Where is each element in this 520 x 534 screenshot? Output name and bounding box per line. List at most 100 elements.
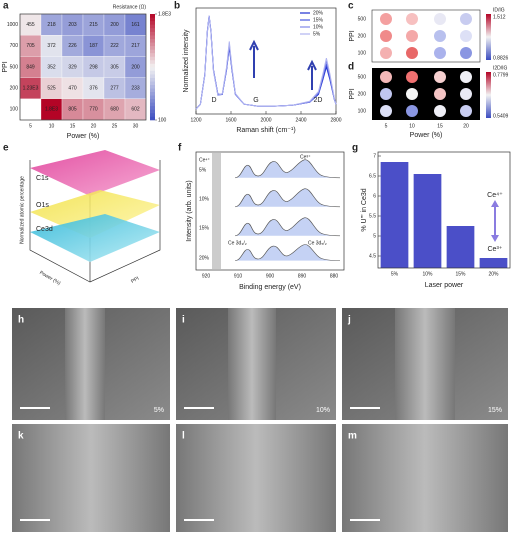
y-tick-label: 5 bbox=[373, 233, 376, 239]
colorbar-step bbox=[150, 91, 155, 96]
y-tick-label: 6.5 bbox=[369, 173, 376, 179]
colorbar-step bbox=[150, 56, 155, 61]
cell-label: 277 bbox=[110, 86, 119, 92]
cell-label: 525 bbox=[47, 86, 56, 92]
colorbar-step bbox=[150, 21, 155, 25]
legend-label: 5% bbox=[313, 31, 321, 37]
colorbar-step bbox=[150, 31, 155, 36]
peak-label: Ce 3d₅/₂ bbox=[308, 240, 327, 246]
cell-label: 455 bbox=[26, 22, 35, 28]
colorbar-title: ID/IG bbox=[493, 7, 505, 13]
y-label: PPI bbox=[349, 30, 356, 41]
peak-label: G bbox=[253, 97, 258, 104]
colorbar-step bbox=[150, 63, 155, 68]
y-tick-label: 200 bbox=[10, 86, 19, 92]
y-tick-label: 7 bbox=[373, 153, 376, 159]
legend-label: 15% bbox=[313, 17, 324, 23]
x-tick-label: 1200 bbox=[190, 117, 201, 123]
x-label: Binding energy (eV) bbox=[239, 284, 301, 291]
cell-label: 218 bbox=[47, 22, 56, 28]
x-tick-label: 2800 bbox=[330, 117, 341, 123]
dot-map bbox=[380, 71, 472, 117]
panel-label: d bbox=[348, 62, 354, 73]
plot-frame bbox=[195, 151, 345, 271]
x-tick-label: 20% bbox=[488, 271, 499, 277]
dot-map bbox=[380, 13, 472, 59]
x-tick-label: 2400 bbox=[295, 117, 306, 123]
x-label: Power (%) bbox=[38, 270, 62, 287]
cell-label: 200 bbox=[131, 64, 140, 70]
power-label: 5% bbox=[154, 407, 164, 414]
row-label: 20% bbox=[199, 255, 210, 261]
colorbar-step bbox=[150, 67, 155, 71]
colorbar-title: I2D/IG bbox=[493, 65, 508, 71]
colorbar-step bbox=[150, 77, 155, 82]
colorbar-label: 0.5409 bbox=[493, 113, 509, 119]
y-tick-label: 4.5 bbox=[369, 253, 376, 259]
bar bbox=[479, 258, 508, 268]
cell-label: 226 bbox=[68, 43, 77, 49]
colorbar-label: 1.512 bbox=[493, 14, 506, 20]
cell-label: 470 bbox=[68, 86, 77, 92]
cell-label: 680 bbox=[110, 107, 119, 113]
colorbar bbox=[486, 14, 491, 60]
colorbar-step bbox=[150, 102, 155, 107]
x-tick-label: 5% bbox=[391, 271, 399, 277]
cell-label: 1.8E3 bbox=[45, 107, 58, 113]
y-tick-label: 100 bbox=[10, 107, 19, 113]
colorbar bbox=[486, 72, 491, 118]
x-tick-label: 15 bbox=[70, 123, 76, 129]
cell-label: 215 bbox=[89, 22, 98, 28]
power-label: 15% bbox=[488, 407, 502, 414]
y-tick-label: 100 bbox=[358, 50, 367, 56]
cell-label: 233 bbox=[131, 86, 140, 92]
panel-label: h bbox=[18, 315, 24, 326]
colorbar-step bbox=[150, 24, 155, 29]
peak-label: Ce⁴⁺ bbox=[199, 157, 211, 163]
panel-label: l bbox=[182, 431, 185, 442]
cell-label: 770 bbox=[89, 107, 98, 113]
cell-label: 187 bbox=[89, 43, 98, 49]
colorbar-step bbox=[150, 105, 155, 110]
cell-label: 805 bbox=[68, 107, 77, 113]
x-tick-label: 5 bbox=[385, 123, 388, 129]
sem-images bbox=[12, 308, 508, 532]
x-tick-label: 20 bbox=[91, 123, 97, 129]
surface-label: Ce3d bbox=[36, 226, 53, 233]
row-label: 10% bbox=[199, 196, 210, 202]
cell-label: 376 bbox=[89, 86, 98, 92]
annotation: Ce⁴⁺ bbox=[487, 192, 503, 199]
colorbar-step bbox=[150, 49, 155, 54]
cell-label: 602 bbox=[131, 107, 140, 113]
z-label: Normalized atomic percentage bbox=[19, 176, 25, 244]
y-label: % U''' in Ce3d bbox=[361, 188, 368, 231]
x-label: Power (%) bbox=[67, 133, 100, 140]
colorbar-step bbox=[150, 35, 155, 40]
peak-label: D bbox=[211, 97, 216, 104]
colorbar-step bbox=[150, 14, 155, 18]
panel-label: a bbox=[3, 1, 9, 12]
y-tick-label: 200 bbox=[358, 91, 367, 97]
cell-label: 372 bbox=[47, 43, 56, 49]
panel-label: c bbox=[348, 1, 354, 12]
x-tick-label: 20 bbox=[463, 123, 469, 129]
colorbar-step bbox=[150, 38, 155, 43]
colorbar-step bbox=[150, 28, 155, 32]
y-label: Normalized intensity bbox=[183, 29, 190, 93]
peak-label: 2D bbox=[314, 97, 323, 104]
y-tick-label: 500 bbox=[10, 64, 19, 70]
colorbar-step bbox=[150, 74, 155, 78]
panel-label: k bbox=[18, 431, 24, 442]
row-label: 15% bbox=[199, 225, 210, 231]
colorbar-label: 0.8826 bbox=[493, 55, 509, 61]
x-tick-label: 1600 bbox=[225, 117, 236, 123]
surface-plot bbox=[29, 150, 161, 283]
x-label: Power (%) bbox=[410, 132, 443, 139]
cell-label: 705 bbox=[26, 43, 35, 49]
cell-label: 352 bbox=[47, 64, 56, 70]
y-tick-label: 500 bbox=[358, 16, 367, 22]
annotation: Ce³⁺ bbox=[488, 246, 503, 253]
cell-label: 161 bbox=[131, 22, 140, 28]
surface-label: C1s bbox=[36, 175, 49, 182]
